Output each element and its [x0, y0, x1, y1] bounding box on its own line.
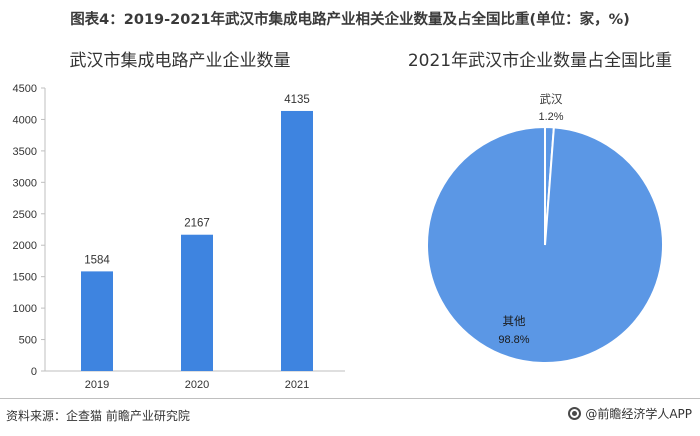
- figure-title: 图表4：2019-2021年武汉市集成电路产业相关企业数量及占全国比重(单位：家…: [70, 12, 630, 28]
- bar-data-label: 1584: [84, 254, 110, 266]
- pie-slice-other: [426, 125, 664, 364]
- x-tick-label: 2020: [185, 379, 209, 391]
- y-tick-label: 4000: [13, 114, 37, 126]
- x-tick-label: 2021: [285, 379, 309, 391]
- bar-2019: [81, 271, 113, 371]
- y-tick-label: 1000: [13, 303, 37, 315]
- source-note: 资料来源：企查猫 前瞻产业研究院: [6, 409, 190, 423]
- pie-chart-title: 2021年武汉市企业数量占全国比重: [407, 51, 673, 71]
- pie-label-other: 其他: [503, 315, 526, 328]
- pie-value-wuhan: 1.2%: [538, 111, 563, 123]
- y-tick-label: 500: [19, 335, 37, 347]
- y-tick-label: 2500: [13, 209, 37, 221]
- y-tick-label: 0: [31, 366, 37, 378]
- pie-value-other: 98.8%: [498, 334, 529, 346]
- bar-chart-title: 武汉市集成电路产业企业数量: [69, 51, 291, 71]
- y-tick-label: 3000: [13, 177, 37, 189]
- bar-data-label: 4135: [284, 94, 310, 106]
- y-tick-label: 3500: [13, 146, 37, 158]
- bar-2020: [181, 234, 213, 371]
- y-tick-label: 2000: [13, 240, 37, 252]
- brand-label: @前瞻经济学人APP: [585, 407, 692, 421]
- brand-logo-icon: [568, 407, 582, 420]
- y-tick-label: 1500: [13, 272, 37, 284]
- bar-2021: [281, 110, 313, 372]
- pie-label-wuhan: 武汉: [540, 93, 563, 106]
- x-tick-label: 2019: [85, 379, 109, 391]
- bar-chart: 0 500 1000 1500 2000 2500 3000 3500 4000 4500 1584…: [13, 83, 345, 391]
- brand-credit: @前瞻经济学人APP: [568, 405, 692, 422]
- bar-data-label: 2167: [184, 218, 210, 230]
- footer-divider: [0, 398, 700, 399]
- y-tick-label: 4500: [13, 83, 37, 95]
- pie-chart: 武汉 1.2% 其他 98.8%: [426, 93, 664, 364]
